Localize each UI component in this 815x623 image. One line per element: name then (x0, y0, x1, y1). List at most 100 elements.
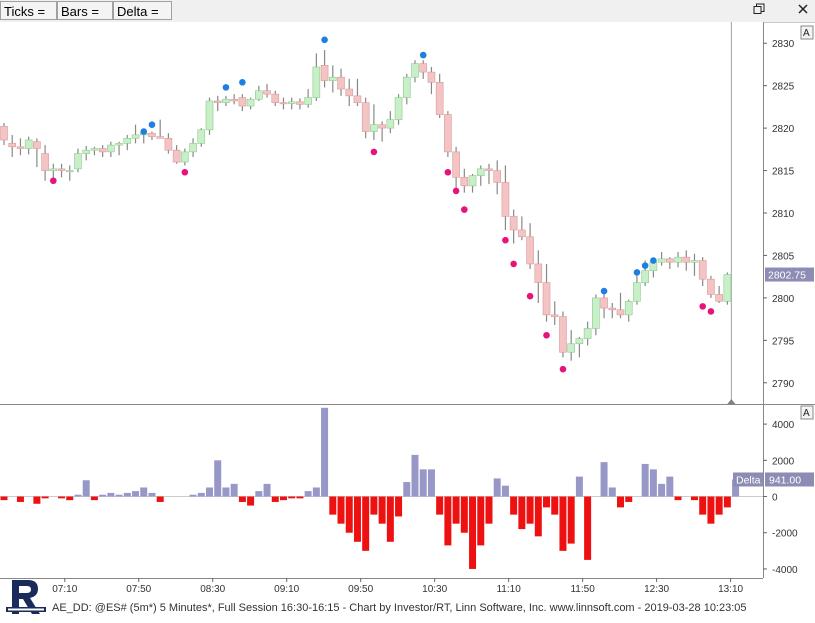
delta-bar[interactable] (649, 469, 657, 497)
candle[interactable] (600, 292, 608, 319)
candle[interactable] (460, 168, 469, 193)
delta-bar[interactable] (501, 485, 509, 497)
delta-bar[interactable] (395, 496, 403, 517)
candle[interactable] (419, 60, 428, 79)
delta-bar[interactable] (625, 496, 633, 502)
candle[interactable] (320, 50, 329, 88)
delta-bar[interactable] (271, 496, 279, 502)
delta-bar[interactable] (123, 492, 131, 497)
delta-bar[interactable] (99, 494, 107, 497)
candle[interactable] (328, 65, 337, 93)
delta-bar[interactable] (534, 496, 542, 537)
candle[interactable] (107, 141, 115, 157)
candle[interactable] (353, 78, 362, 107)
delta-bar[interactable] (551, 496, 559, 515)
candle[interactable] (715, 286, 723, 303)
delta-bar[interactable] (197, 492, 205, 497)
delta-bar[interactable] (617, 496, 624, 508)
delta-bar[interactable] (132, 491, 140, 497)
candle[interactable] (468, 173, 477, 193)
candle[interactable] (115, 141, 123, 156)
delta-pane[interactable] (0, 407, 763, 569)
delta-bar[interactable] (469, 496, 477, 569)
delta-bar[interactable] (337, 496, 345, 524)
delta-bar[interactable] (600, 462, 608, 497)
delta-bar[interactable] (82, 480, 90, 497)
candle[interactable] (337, 68, 345, 96)
delta-bar[interactable] (707, 496, 715, 524)
delta-bar[interactable] (370, 496, 378, 515)
candle[interactable] (222, 95, 230, 107)
delta-bar[interactable] (321, 407, 329, 497)
candle[interactable] (567, 330, 575, 361)
candle[interactable] (279, 97, 288, 110)
candle[interactable] (534, 250, 543, 303)
candle[interactable] (57, 163, 66, 178)
delta-bar[interactable] (189, 494, 197, 497)
delta-bar[interactable] (312, 487, 320, 497)
delta-bar[interactable] (444, 496, 452, 546)
candle[interactable] (559, 311, 567, 358)
delta-bar[interactable] (674, 496, 682, 501)
candle[interactable] (189, 138, 197, 157)
candle[interactable] (33, 138, 41, 168)
candle[interactable] (690, 253, 699, 276)
delta-bar[interactable] (575, 476, 583, 497)
delta-bar[interactable] (16, 496, 24, 502)
candle[interactable] (411, 60, 419, 83)
candle[interactable] (633, 275, 641, 305)
candle[interactable] (616, 292, 625, 319)
candle[interactable] (542, 263, 551, 322)
delta-bar[interactable] (641, 463, 649, 497)
candle[interactable] (8, 134, 17, 157)
delta-bar[interactable] (543, 496, 551, 508)
candle[interactable] (98, 145, 107, 157)
delta-bar[interactable] (658, 483, 666, 497)
candle[interactable] (674, 252, 682, 268)
candle[interactable] (723, 272, 732, 305)
candle[interactable] (657, 252, 666, 266)
delta-bar[interactable] (567, 496, 575, 544)
chart-area[interactable]: 2830 2825 2820 2815 2810 2805 2800 2795 2790 2802… (0, 22, 815, 600)
candle[interactable] (485, 163, 493, 185)
candle[interactable] (698, 257, 707, 287)
delta-bar[interactable] (140, 487, 148, 497)
delta-bar[interactable] (33, 496, 41, 504)
candle[interactable] (123, 134, 132, 151)
candle[interactable] (41, 145, 49, 181)
candle[interactable] (24, 136, 33, 155)
delta-bar[interactable] (411, 454, 419, 497)
candle[interactable] (205, 97, 214, 135)
restore-icon[interactable] (750, 2, 768, 19)
candle[interactable] (518, 216, 526, 241)
delta-bar[interactable] (206, 487, 213, 497)
delta-bar[interactable] (427, 469, 435, 497)
candle[interactable] (296, 98, 304, 110)
candle[interactable] (402, 73, 411, 105)
candle[interactable] (386, 111, 395, 134)
delta-bar[interactable] (699, 496, 707, 515)
ticks-button[interactable]: Ticks = 0 (0, 1, 57, 38)
candle[interactable] (246, 97, 255, 110)
delta-autoscale-button[interactable]: A (800, 405, 814, 420)
delta-bar[interactable] (296, 496, 304, 499)
candle[interactable] (213, 95, 222, 112)
delta-bar[interactable] (255, 491, 263, 497)
candle[interactable] (370, 104, 378, 140)
candle[interactable] (271, 90, 280, 107)
candle[interactable] (427, 66, 436, 95)
candle[interactable] (608, 302, 617, 319)
candle[interactable] (263, 83, 271, 98)
delta-bar[interactable] (0, 496, 8, 501)
delta-bar[interactable] (230, 483, 238, 497)
candle[interactable] (172, 145, 181, 164)
delta-bar[interactable] (452, 496, 460, 524)
delta-bar[interactable] (148, 492, 156, 497)
candle[interactable] (575, 336, 584, 358)
candle[interactable] (378, 121, 386, 142)
delta-bar[interactable] (493, 478, 501, 497)
delta-bar[interactable] (715, 496, 723, 515)
candle[interactable] (452, 146, 460, 190)
price-pane[interactable] (0, 22, 763, 404)
delta-bar[interactable] (288, 496, 296, 499)
